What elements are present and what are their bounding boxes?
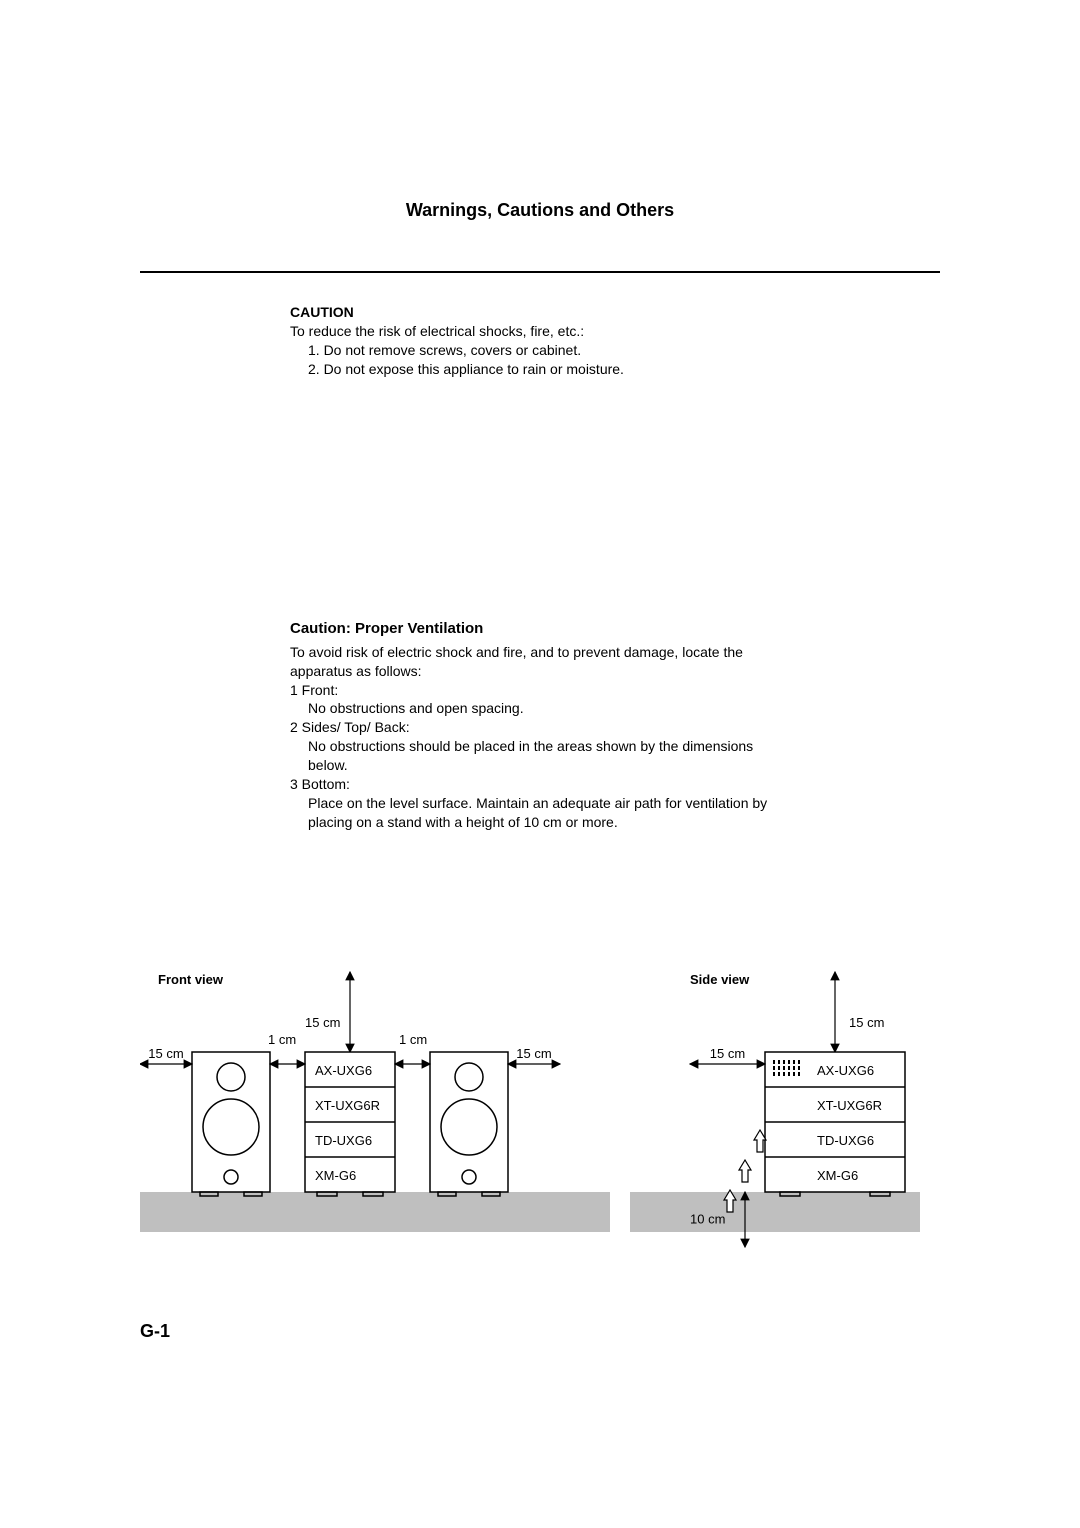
svg-text:AX-UXG6: AX-UXG6 <box>817 1062 874 1077</box>
svg-text:15 cm: 15 cm <box>849 1015 884 1030</box>
svg-text:1 cm: 1 cm <box>399 1032 427 1047</box>
caution-intro: To reduce the risk of electrical shocks,… <box>290 322 770 341</box>
vent-p3-label: 3 Bottom: <box>290 775 770 794</box>
caution-item-2: 2. Do not expose this appliance to rain … <box>290 360 770 379</box>
diagram-area: Front view 15 cm 1 cm 1 cm AX-UXG6 XT-UXG6R TD… <box>140 952 940 1272</box>
svg-text:15 cm: 15 cm <box>516 1046 551 1061</box>
svg-text:Front view: Front view <box>158 972 224 987</box>
ventilation-block: Caution: Proper Ventilation To avoid ris… <box>290 619 770 832</box>
caution-heading: CAUTION <box>290 303 770 322</box>
vent-p1-label: 1 Front: <box>290 681 770 700</box>
svg-text:10 cm: 10 cm <box>690 1211 725 1226</box>
svg-text:XT-UXG6R: XT-UXG6R <box>817 1097 882 1112</box>
ventilation-diagram: Front view 15 cm 1 cm 1 cm AX-UXG6 XT-UXG6R TD… <box>140 952 940 1272</box>
page-title: Warnings, Cautions and Others <box>140 200 940 221</box>
ventilation-intro: To avoid risk of electric shock and fire… <box>290 643 770 681</box>
vent-p3-body: Place on the level surface. Maintain an … <box>290 794 770 832</box>
svg-text:TD-UXG6: TD-UXG6 <box>817 1132 874 1147</box>
svg-text:Side view: Side view <box>690 972 750 987</box>
svg-text:XM-G6: XM-G6 <box>817 1167 858 1182</box>
divider <box>140 271 940 273</box>
page-number: G-1 <box>140 1321 170 1342</box>
caution-block: CAUTION To reduce the risk of electrical… <box>290 303 770 379</box>
svg-text:1 cm: 1 cm <box>268 1032 296 1047</box>
svg-text:AX-UXG6: AX-UXG6 <box>315 1062 372 1077</box>
svg-text:15 cm: 15 cm <box>710 1046 745 1061</box>
svg-text:TD-UXG6: TD-UXG6 <box>315 1132 372 1147</box>
vent-p2-body: No obstructions should be placed in the … <box>290 737 770 775</box>
vent-p2-label: 2 Sides/ Top/ Back: <box>290 718 770 737</box>
vent-p1-body: No obstructions and open spacing. <box>290 699 770 718</box>
svg-text:15 cm: 15 cm <box>305 1015 340 1030</box>
ventilation-heading: Caution: Proper Ventilation <box>290 619 770 639</box>
caution-item-1: 1. Do not remove screws, covers or cabin… <box>290 341 770 360</box>
svg-text:15 cm: 15 cm <box>148 1046 183 1061</box>
svg-text:XT-UXG6R: XT-UXG6R <box>315 1097 380 1112</box>
svg-text:XM-G6: XM-G6 <box>315 1167 356 1182</box>
